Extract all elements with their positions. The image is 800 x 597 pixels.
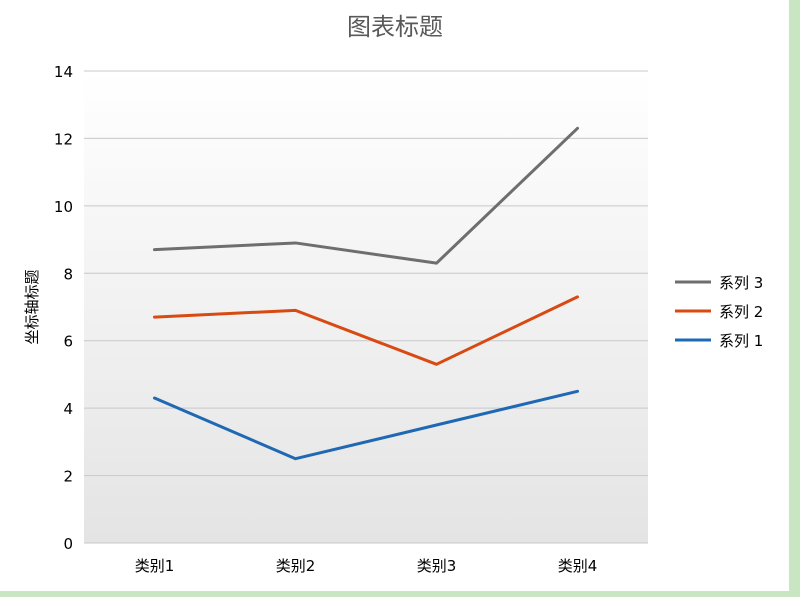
legend-entry: 系列 2 — [719, 303, 763, 321]
legend-entry: 系列 1 — [719, 332, 763, 350]
y-tick-label: 12 — [54, 130, 73, 148]
y-tick-label: 6 — [63, 333, 73, 351]
y-tick-label: 14 — [54, 63, 73, 81]
series-line — [153, 295, 579, 366]
y-tick-label: 8 — [63, 265, 73, 283]
y-tick-label: 0 — [63, 535, 73, 553]
y-tick-label: 4 — [63, 400, 73, 418]
chart-title: 图表标题 — [347, 13, 443, 41]
series-lines — [153, 126, 579, 461]
chart-frame: 0 2 4 6 8 10 12 14 类别1 类别2 类别3 类别4 系列 3 系列 2 系列 1 图表… — [0, 0, 789, 591]
legend-entry: 系列 3 — [719, 274, 763, 292]
x-tick-label: 类别1 — [135, 557, 175, 575]
line-chart: 0 2 4 6 8 10 12 14 类别1 类别2 类别3 类别4 系列 3 系列 2 系列 1 图表… — [23, 13, 763, 575]
x-tick-label: 类别4 — [558, 557, 598, 575]
y-tick-label: 2 — [63, 468, 73, 486]
x-tick-label: 类别2 — [276, 557, 316, 575]
x-tick-label: 类别3 — [417, 557, 457, 575]
series-line — [153, 389, 579, 461]
x-tick-labels: 类别1 类别2 类别3 类别4 — [135, 557, 598, 575]
y-axis-title: 坐标轴标题 — [23, 269, 41, 344]
legend: 系列 3 系列 2 系列 1 — [675, 274, 763, 350]
y-tick-label: 10 — [54, 198, 73, 216]
series-line — [153, 126, 579, 265]
y-tick-labels: 0 2 4 6 8 10 12 14 — [54, 63, 73, 553]
